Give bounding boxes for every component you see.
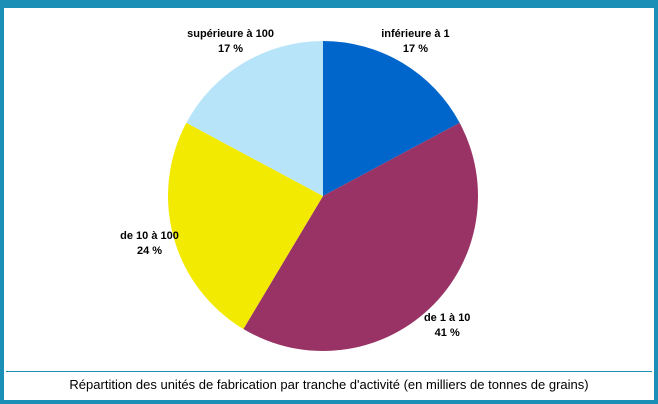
- category-label: de 10 à 100: [120, 229, 179, 242]
- slice-label: inférieure à 1 17 %: [360, 27, 470, 57]
- pie-slice: [243, 122, 478, 352]
- category-label: supérieure à 100: [187, 27, 274, 40]
- pie-canvas: [167, 41, 478, 352]
- pie-slice: [323, 41, 460, 196]
- value-label: 17 %: [217, 42, 244, 55]
- value-label: 41 %: [434, 327, 460, 340]
- category-label: de 1 à 10: [423, 312, 471, 325]
- caption: Répartition des unités de fabrication pa…: [6, 371, 652, 398]
- slice-label: de 10 à 100 24 %: [95, 229, 205, 259]
- slice-label: de 1 à 10 41 %: [392, 311, 502, 341]
- slice-label: supérieure à 100 17 %: [176, 27, 286, 57]
- value-label: 17 %: [402, 42, 428, 55]
- value-label: 24 %: [136, 244, 163, 257]
- pie-slice: [186, 41, 323, 196]
- pie-slice: [167, 122, 323, 329]
- category-label: inférieure à 1: [381, 27, 450, 40]
